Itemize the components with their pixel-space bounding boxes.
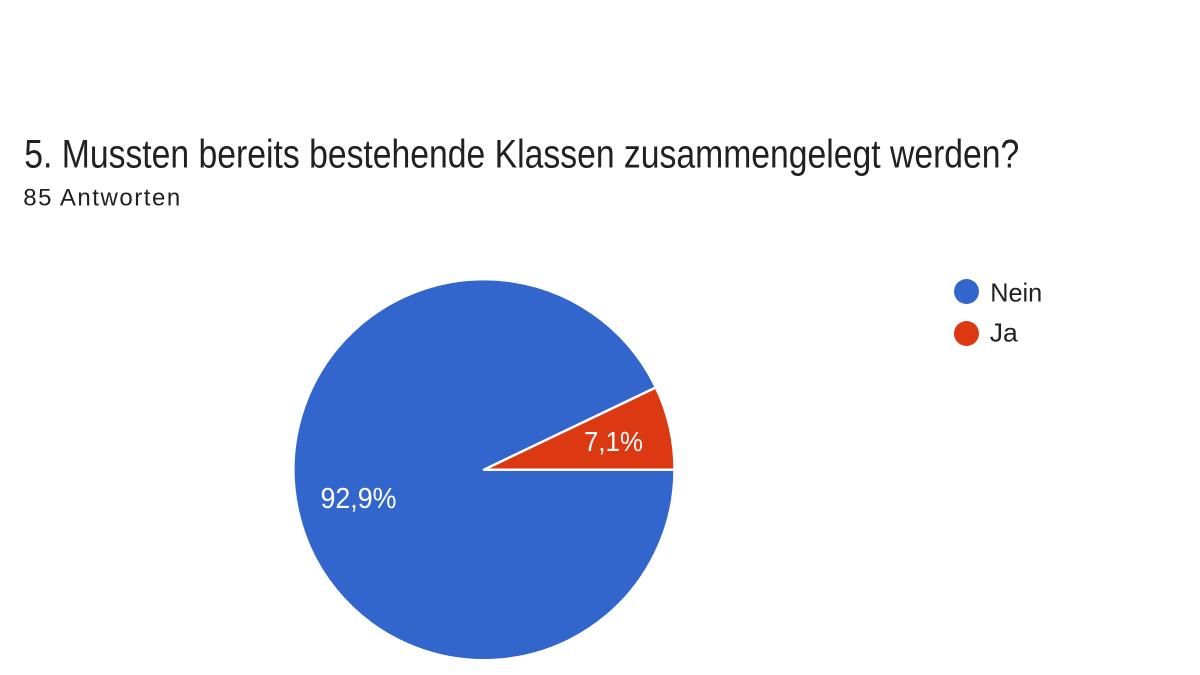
svg-text:Ja: Ja bbox=[990, 318, 1019, 348]
svg-text:92,9%: 92,9% bbox=[321, 483, 397, 515]
svg-text:85 Antworten: 85 Antworten bbox=[23, 185, 180, 212]
svg-text:Nein: Nein bbox=[990, 278, 1042, 308]
svg-text:7,1%: 7,1% bbox=[584, 426, 643, 457]
svg-text:5. Mussten bereits bestehende: 5. Mussten bereits bestehende Klassen zu… bbox=[24, 133, 1019, 177]
